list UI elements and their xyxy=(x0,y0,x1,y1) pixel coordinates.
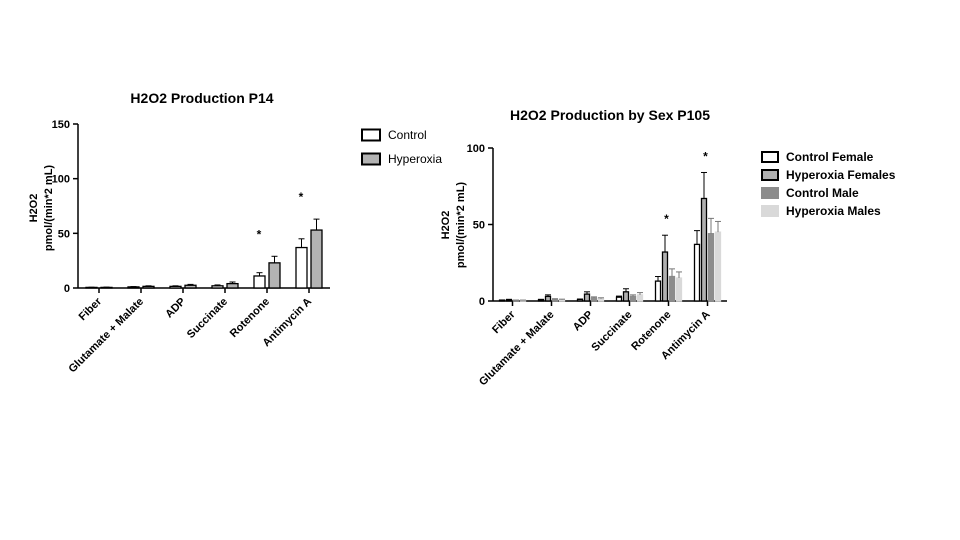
chart1-ylabel-line1: H2O2 xyxy=(28,194,40,223)
chart2-title: H2O2 Production by Sex P105 xyxy=(510,107,710,123)
chart2-bar xyxy=(675,277,683,302)
chart2-ylabel-line1: H2O2 xyxy=(440,211,452,240)
chart1-bar xyxy=(253,275,266,289)
chart1-y-tick-label: 150 xyxy=(52,119,70,131)
chart2-bar xyxy=(590,297,598,302)
chart1-significance-star: * xyxy=(257,227,262,241)
chart2-significance-star: * xyxy=(703,149,708,163)
chart1-bar xyxy=(169,285,182,289)
chart1-y-tick-label: 0 xyxy=(64,283,70,295)
chart2-legend-swatch xyxy=(761,169,779,181)
chart1-x-tick-label: Fiber xyxy=(77,295,105,323)
chart2-legend: Control Female Hyperoxia Females Control M… xyxy=(761,150,896,218)
chart1-ylabel-line2: pmol/(min*2 mL) xyxy=(43,165,55,252)
chart2-bar xyxy=(505,299,513,302)
chart2-legend-swatch xyxy=(761,205,779,217)
chart2-bar xyxy=(707,233,715,302)
chart2-bar xyxy=(636,294,644,302)
chart2-bar xyxy=(615,296,623,302)
chart2-ylabel-line2: pmol/(min*2 mL) xyxy=(455,182,467,269)
chart2-bar xyxy=(583,293,591,302)
chart2-bar xyxy=(622,291,630,302)
chart1-y-tick-label: 50 xyxy=(58,228,70,240)
chart2-bar xyxy=(654,280,662,302)
chart2-x-tick-label: Succinate xyxy=(589,309,634,354)
chart2-bar xyxy=(693,243,701,302)
chart2-legend-label: Hyperoxia Males xyxy=(786,204,881,218)
chart1-legend: Control Hyperoxia xyxy=(361,128,442,166)
chart2-legend-label: Hyperoxia Females xyxy=(786,168,896,182)
chart1-bar xyxy=(184,284,197,289)
chart2-legend-label: Control Female xyxy=(786,150,874,164)
chart2-bar xyxy=(544,295,552,302)
chart2-bar xyxy=(551,298,559,302)
chart1-x-tick-label: Succinate xyxy=(185,296,230,341)
chart2-legend-label: Control Male xyxy=(786,186,859,200)
chart2-legend-swatch xyxy=(761,151,779,163)
chart1-legend-label: Control xyxy=(388,128,427,142)
chart1-x-tick-label: ADP xyxy=(163,296,188,321)
chart1-y-axis-label: H2O2 pmol/(min*2 mL) xyxy=(28,165,55,252)
chart1-title: H2O2 Production P14 xyxy=(130,90,273,106)
chart2-y-tick-label: 50 xyxy=(473,220,485,232)
chart2-y-tick-label: 0 xyxy=(479,296,485,308)
chart1-x-tick-label: Glutamate + Malate xyxy=(67,296,147,376)
chart2-legend-swatch xyxy=(761,187,779,199)
chart1-bar xyxy=(295,246,308,289)
chart2-bar xyxy=(537,299,545,302)
chart1-bar xyxy=(142,285,155,289)
chart1-bar xyxy=(211,285,224,289)
chart1-x-tick-label: Rotenone xyxy=(228,296,272,340)
chart2-bar xyxy=(714,231,722,302)
chart2-bar xyxy=(629,295,637,302)
chart1-bar xyxy=(310,229,323,289)
chart2-x-tick-label: Fiber xyxy=(490,308,518,336)
chart2-bar xyxy=(700,197,708,302)
chart2-y-tick-label: 100 xyxy=(467,143,485,155)
chart1-y-tick-label: 100 xyxy=(52,174,70,186)
chart2-x-tick-label: Glutamate + Malate xyxy=(477,309,557,389)
chart2-bar xyxy=(597,298,605,302)
chart2-significance-star: * xyxy=(664,212,669,226)
chart1-legend-label: Hyperoxia xyxy=(388,152,442,166)
chart2-bar xyxy=(558,299,566,302)
chart1-bar xyxy=(226,282,239,289)
chart1-bar xyxy=(268,262,281,289)
chart1-significance-star: * xyxy=(299,190,304,204)
chart2-y-axis-label: H2O2 pmol/(min*2 mL) xyxy=(440,182,467,269)
chart2-bar xyxy=(661,251,669,302)
chart2-x-tick-label: ADP xyxy=(571,309,596,334)
chart2-bar xyxy=(668,275,676,302)
chart1-legend-swatch xyxy=(361,128,381,142)
chart2-bar xyxy=(576,298,584,302)
chart1-legend-swatch xyxy=(361,152,381,166)
